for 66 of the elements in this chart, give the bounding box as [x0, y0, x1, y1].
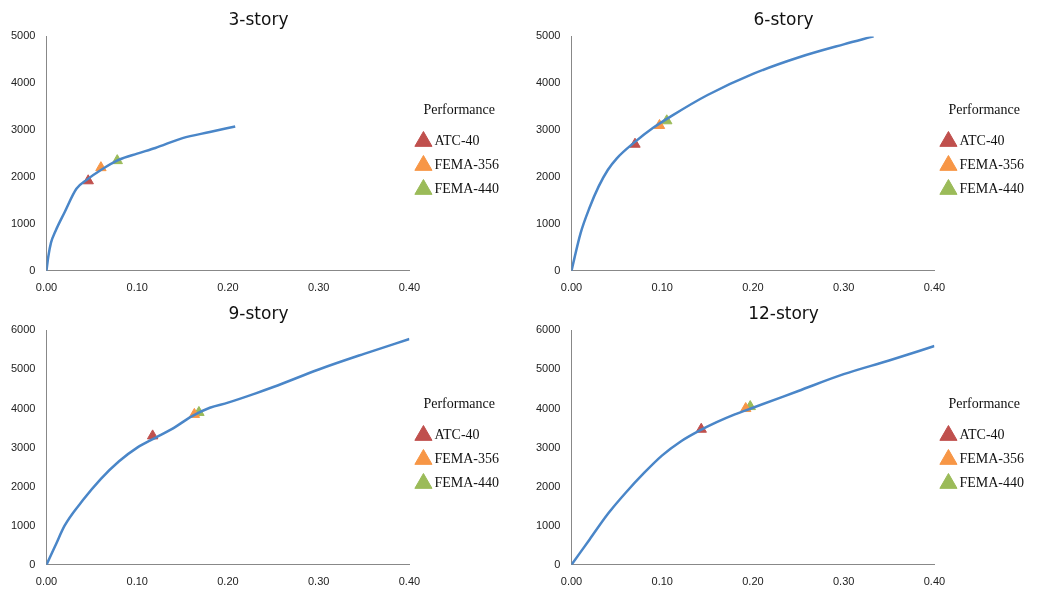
chart-title: 12-story: [748, 302, 819, 323]
x-tick-label: 0.40: [923, 575, 946, 588]
x-tick-label: 0.10: [651, 281, 673, 294]
legend-title: Performance: [423, 396, 495, 412]
legend-label: FEMA-440: [434, 181, 499, 197]
x-tick-label: 0.00: [560, 575, 583, 588]
x-tick-label: 0.20: [217, 281, 239, 294]
y-tick-label: 0: [554, 557, 561, 570]
y-tick-label: 2000: [535, 170, 561, 183]
x-tick-label: 0.40: [923, 281, 946, 294]
x-tick-label: 0.20: [217, 575, 239, 588]
legend-label: FEMA-356: [959, 451, 1024, 467]
y-tick-label: 4000: [535, 401, 561, 414]
y-tick-label: 1000: [10, 216, 36, 229]
y-tick-label: 5000: [10, 29, 36, 42]
y-tick-label: 3000: [535, 123, 561, 136]
y-tick-label: 0: [29, 557, 36, 570]
legend-label: ATC-40: [434, 427, 480, 443]
y-tick-label: 1000: [535, 216, 561, 229]
y-tick-label: 5000: [535, 29, 561, 42]
y-tick-label: 5000: [535, 362, 561, 375]
y-tick-label: 1000: [535, 518, 561, 531]
x-tick-label: 0.30: [307, 575, 330, 588]
y-tick-label: 2000: [535, 479, 561, 492]
x-tick-label: 0.30: [832, 575, 855, 588]
y-tick-label: 0: [554, 263, 561, 276]
y-tick-label: 3000: [10, 123, 36, 136]
x-tick-label: 0.00: [560, 281, 583, 294]
y-tick-label: 3000: [10, 440, 36, 453]
legend-label: FEMA-440: [434, 475, 499, 491]
x-tick-label: 0.20: [742, 575, 764, 588]
legend-title: Performance: [948, 102, 1020, 118]
legend-label: ATC-40: [959, 133, 1005, 149]
y-tick-label: 4000: [10, 76, 36, 89]
y-tick-label: 4000: [10, 401, 36, 414]
y-tick-label: 0: [29, 263, 36, 276]
y-tick-label: 2000: [10, 479, 36, 492]
x-tick-label: 0.40: [398, 575, 421, 588]
legend-label: FEMA-356: [434, 451, 499, 467]
y-tick-label: 6000: [10, 323, 36, 336]
x-tick-label: 0.20: [742, 281, 764, 294]
x-tick-label: 0.30: [832, 281, 855, 294]
y-tick-label: 2000: [10, 170, 36, 183]
x-tick-label: 0.10: [126, 575, 148, 588]
y-tick-label: 1000: [10, 518, 36, 531]
chart-title: 9-story: [228, 302, 289, 323]
y-tick-label: 3000: [535, 440, 561, 453]
y-tick-label: 6000: [535, 323, 561, 336]
y-tick-label: 5000: [10, 362, 36, 375]
legend-title: Performance: [423, 102, 495, 118]
x-tick-label: 0.40: [398, 281, 421, 294]
x-tick-label: 0.10: [651, 575, 673, 588]
legend-label: ATC-40: [434, 133, 480, 149]
legend-label: ATC-40: [959, 427, 1005, 443]
x-tick-label: 0.00: [35, 281, 58, 294]
legend-label: FEMA-440: [959, 475, 1024, 491]
legend-title: Performance: [948, 396, 1020, 412]
y-tick-label: 4000: [535, 76, 561, 89]
legend-label: FEMA-440: [959, 181, 1024, 197]
legend-label: FEMA-356: [434, 157, 499, 173]
chart-title: 3-story: [228, 8, 289, 29]
x-tick-label: 0.30: [307, 281, 330, 294]
legend-label: FEMA-356: [959, 157, 1024, 173]
chart-title: 6-story: [753, 8, 814, 29]
x-tick-label: 0.10: [126, 281, 148, 294]
x-tick-label: 0.00: [35, 575, 58, 588]
